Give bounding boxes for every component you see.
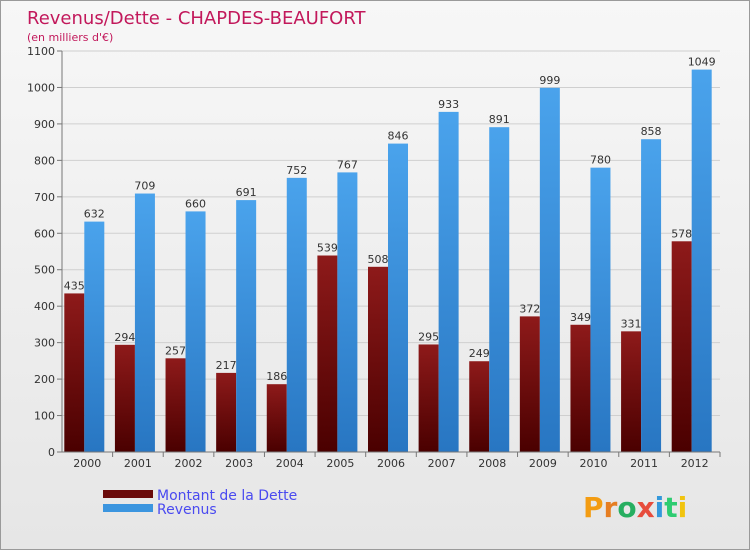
bar-revenus: [489, 127, 510, 452]
bar-revenus: [236, 200, 257, 452]
bar-revenus: [185, 211, 206, 452]
x-tick-label: 2008: [478, 457, 506, 470]
bar-dette: [621, 331, 642, 452]
bar-dette: [64, 293, 85, 452]
chart-subtitle: (en milliers d'€): [27, 31, 113, 44]
y-tick-label: 400: [34, 300, 55, 313]
data-label: 217: [216, 359, 237, 372]
data-label: 257: [165, 344, 186, 357]
chart-title: Revenus/Dette - CHAPDES-BEAUFORT: [27, 8, 367, 29]
x-tick-label: 2004: [276, 457, 304, 470]
data-label: 435: [64, 279, 85, 292]
data-label: 508: [368, 253, 389, 266]
data-label: 660: [185, 197, 206, 210]
y-tick-label: 0: [48, 446, 55, 459]
legend-swatch-revenus: [103, 504, 153, 512]
bar-dette: [165, 358, 186, 452]
data-label: 295: [418, 330, 439, 343]
x-axis: 2000 2001 2002 2003 2004 2005 2006 2007 2008 2009…: [62, 451, 721, 470]
bar-revenus: [691, 69, 712, 452]
data-label: 349: [570, 311, 591, 324]
data-label: 858: [641, 125, 662, 138]
bar-revenus: [286, 177, 307, 452]
data-label: 372: [519, 302, 540, 315]
legend: Montant de la Dette Revenus: [103, 488, 297, 518]
bar-dette: [671, 241, 692, 452]
proxiti-logo-text: Proxiti: [583, 491, 687, 524]
x-tick-label: 2011: [630, 457, 658, 470]
x-tick-label: 2006: [377, 457, 405, 470]
bar-revenus: [438, 111, 459, 452]
data-label: 632: [84, 208, 105, 221]
bar-revenus: [641, 139, 662, 452]
bar-revenus: [337, 172, 358, 453]
y-tick-label: 1000: [27, 81, 55, 94]
data-label: 933: [438, 98, 459, 111]
data-label: 294: [114, 331, 135, 344]
bar-dette: [418, 344, 439, 452]
y-tick-label: 1100: [27, 45, 55, 58]
bar-dette: [570, 324, 591, 452]
y-tick-label: 900: [34, 118, 55, 131]
y-tick-label: 200: [34, 373, 55, 386]
bar-dette: [216, 372, 237, 452]
data-label: 331: [621, 317, 642, 330]
bar-revenus: [539, 87, 560, 452]
x-tick-label: 2007: [428, 457, 456, 470]
x-tick-label: 2003: [225, 457, 253, 470]
y-axis: 0 100 200 300 400 500 600 700 800 900 1000 1100: [27, 45, 63, 459]
x-tick-label: 2010: [579, 457, 607, 470]
y-tick-label: 300: [34, 337, 55, 350]
legend-label-revenus: Revenus: [157, 502, 217, 518]
data-label: 691: [236, 186, 257, 199]
bar-dette: [317, 255, 338, 452]
bar-dette: [368, 266, 388, 452]
bar-revenus: [84, 221, 105, 452]
data-label: 709: [134, 180, 155, 193]
x-tick-label: 2012: [681, 457, 709, 470]
data-label: 999: [539, 74, 560, 87]
x-tick-label: 2001: [124, 457, 152, 470]
bar-dette: [266, 384, 287, 452]
data-label: 780: [590, 154, 611, 167]
proxiti-logo: Proxiti: [583, 491, 687, 524]
bar-revenus: [134, 193, 155, 452]
x-tick-label: 2000: [73, 457, 101, 470]
bar-revenus: [388, 143, 408, 452]
legend-label-debt: Montant de la Dette: [157, 488, 297, 504]
data-label: 186: [266, 370, 287, 383]
y-tick-label: 600: [34, 227, 55, 240]
y-tick-label: 100: [34, 410, 55, 423]
y-tick-label: 800: [34, 154, 55, 167]
x-tick-label: 2009: [529, 457, 557, 470]
data-label: 578: [671, 227, 692, 240]
data-label: 1049: [688, 56, 716, 69]
bars: 435 632 294 709 257 660 217 691 186 752 539 767 508 8…: [64, 56, 716, 453]
data-label: 891: [489, 113, 510, 126]
data-label: 752: [286, 164, 307, 177]
data-label: 539: [317, 242, 338, 255]
x-tick-label: 2002: [175, 457, 203, 470]
bar-dette: [114, 344, 135, 452]
y-tick-label: 700: [34, 191, 55, 204]
data-label: 249: [469, 347, 490, 360]
data-label: 767: [337, 158, 358, 171]
legend-swatch-debt: [103, 490, 153, 498]
y-tick-label: 500: [34, 264, 55, 277]
x-tick-label: 2005: [326, 457, 354, 470]
data-label: 846: [388, 130, 409, 143]
bar-dette: [469, 361, 490, 452]
bar-revenus: [590, 167, 611, 452]
bar-dette: [519, 316, 540, 452]
